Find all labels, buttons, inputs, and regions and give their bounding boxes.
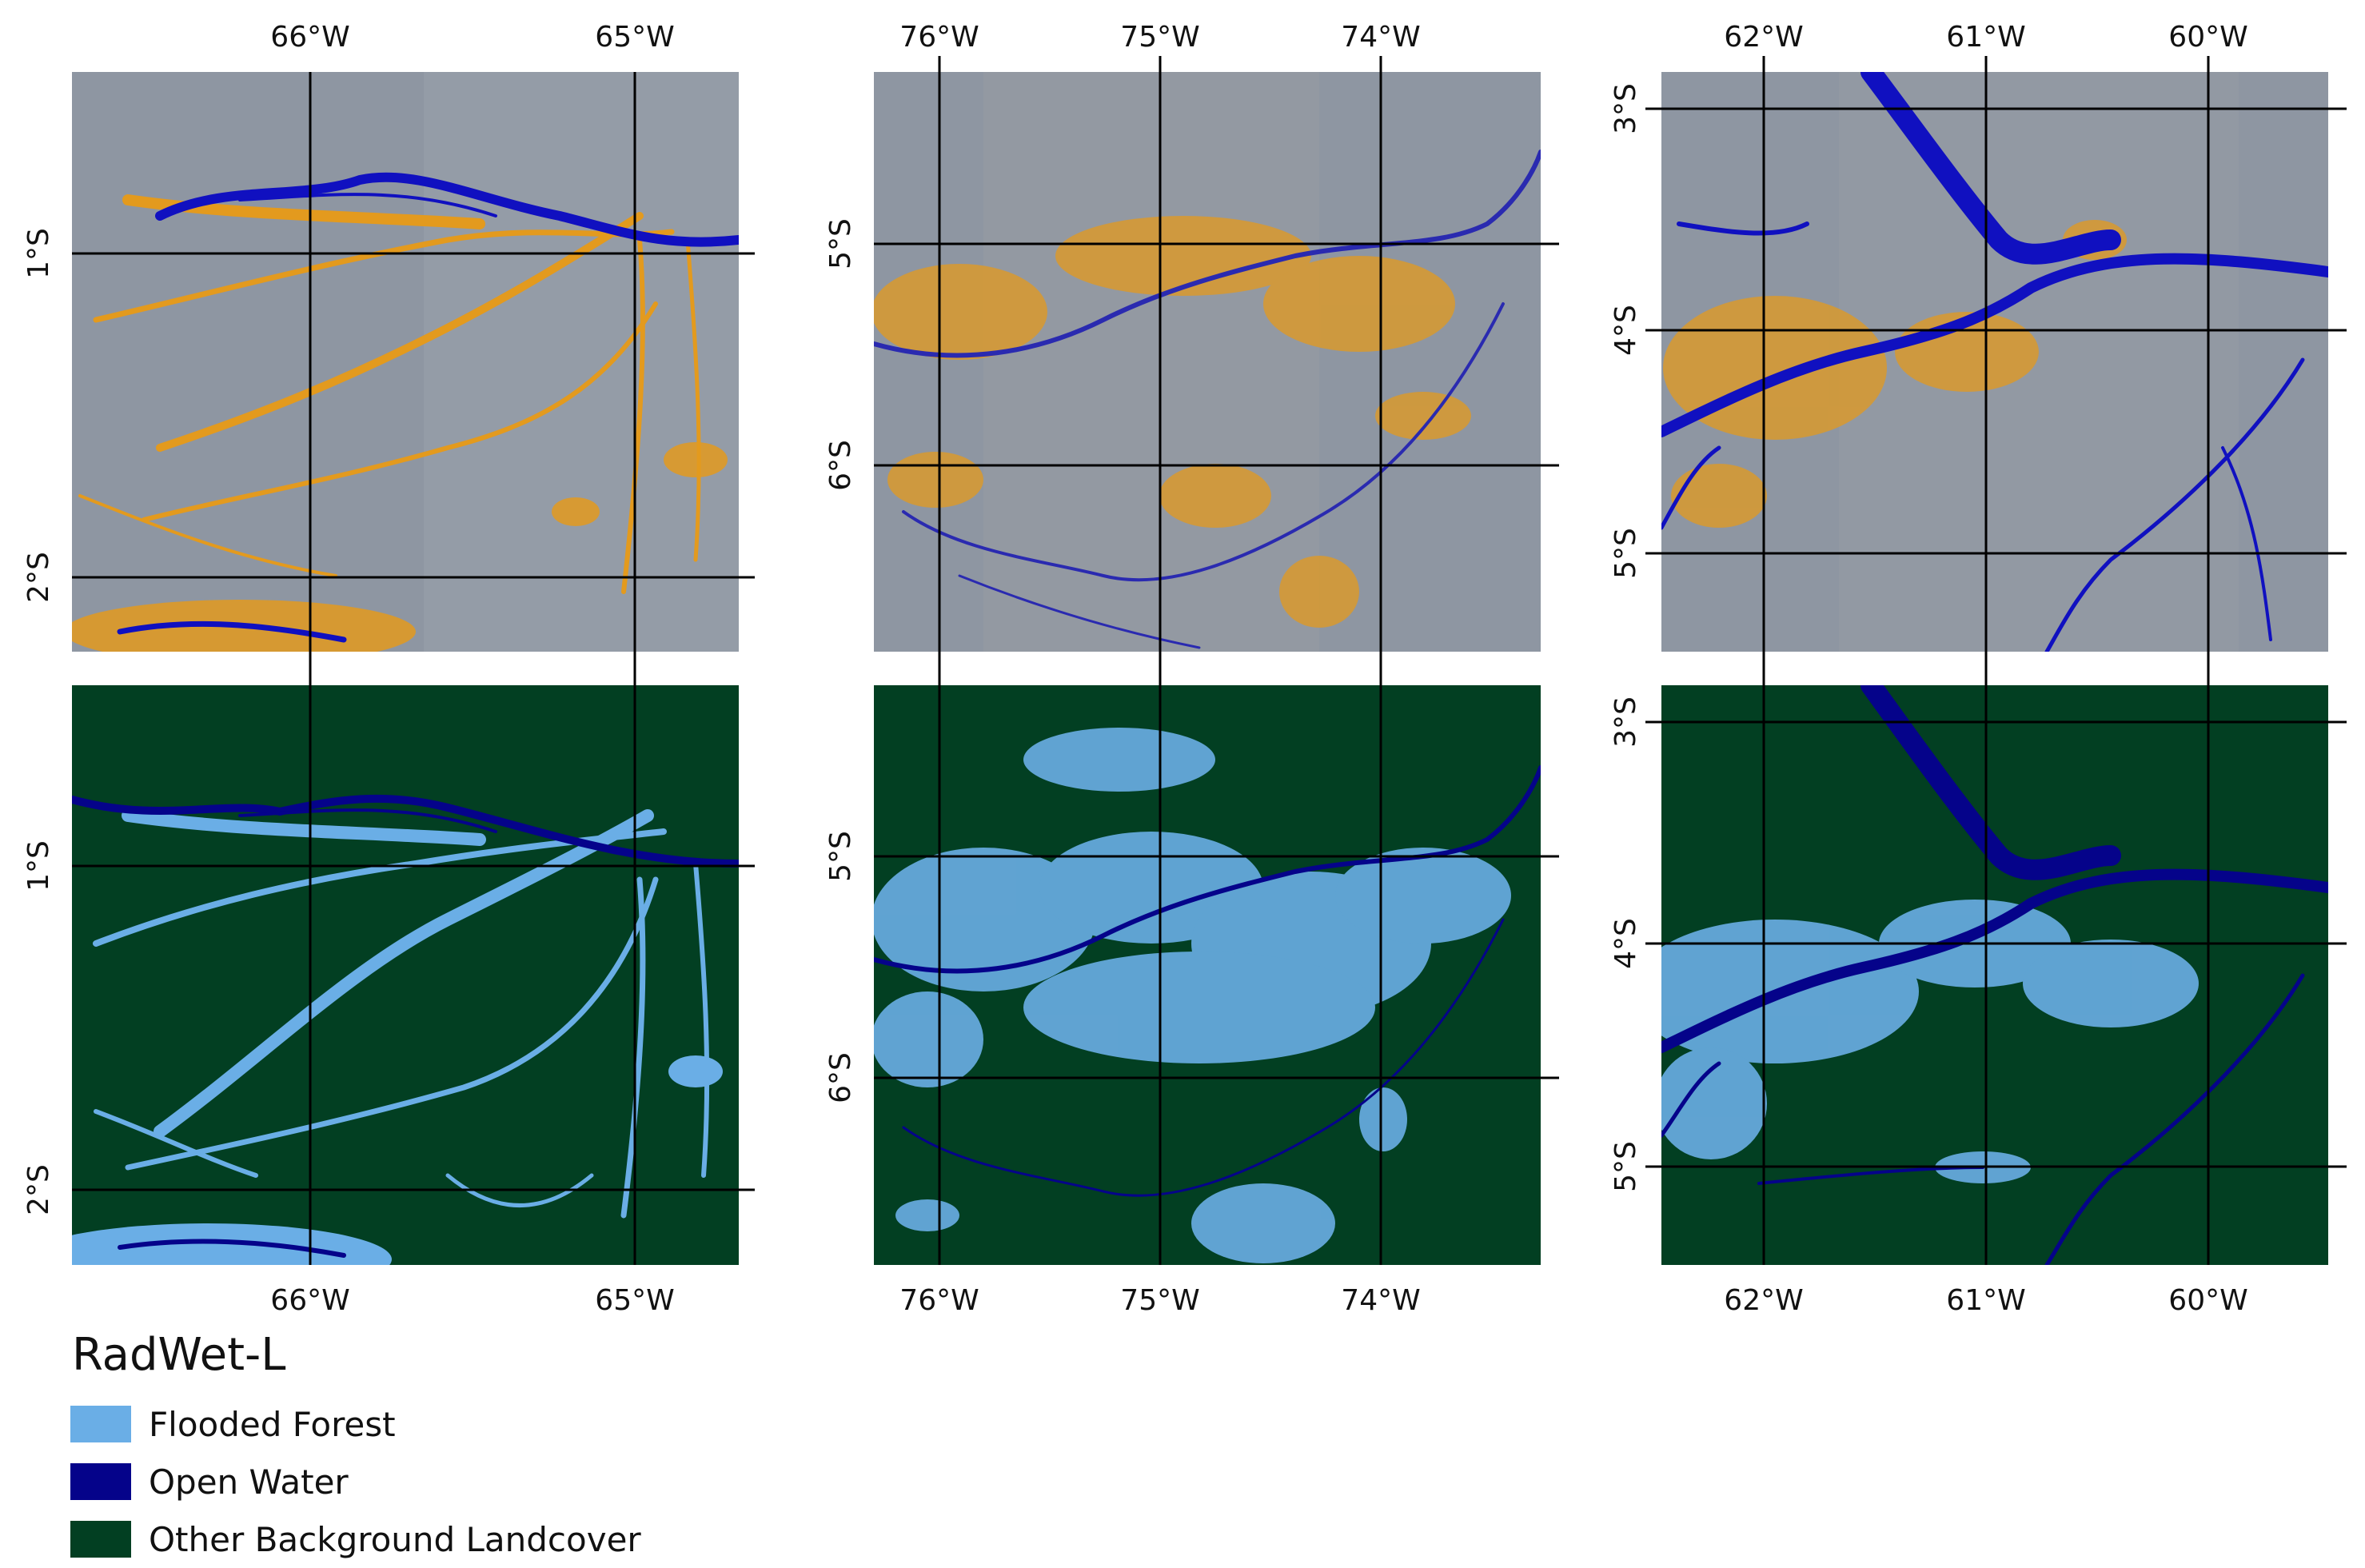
- panel-col1-sar: [72, 72, 739, 652]
- panel-col3-class: [1661, 685, 2328, 1265]
- y-tick-label: 2°S: [22, 1164, 55, 1215]
- y-tick-label: 5°S: [824, 831, 857, 882]
- legend-title: RadWet-L: [72, 1329, 286, 1381]
- legend-swatch: [70, 1406, 131, 1442]
- x-tick-label: 62°W: [1724, 21, 1803, 54]
- x-tick-label: 66°W: [270, 1284, 349, 1317]
- legend: RadWet-L Flooded Forest Open Water Other…: [70, 1329, 641, 1568]
- flooded-forest-class: [93, 809, 710, 1219]
- y-tick-label: 5°S: [1609, 528, 1642, 579]
- flooded-forest-class: [874, 728, 1511, 1263]
- x-tick-label: 62°W: [1724, 1284, 1803, 1317]
- graticule: [72, 56, 2347, 1265]
- x-tick-label: 61°W: [1946, 1284, 2025, 1317]
- y-tick-label: 1°S: [22, 840, 55, 892]
- open-water-class: [874, 765, 1541, 1197]
- y-tick-label: 4°S: [1609, 305, 1642, 356]
- x-tick-label: 74°W: [1341, 1284, 1420, 1317]
- legend-item-open-water: Open Water: [70, 1453, 641, 1510]
- x-tick-label: 61°W: [1946, 21, 2025, 54]
- x-tick-label: 60°W: [2168, 1284, 2247, 1317]
- y-tick-label: 6°S: [824, 1052, 857, 1103]
- open-water-river: [117, 172, 739, 643]
- x-tick-label: 75°W: [1120, 21, 1199, 54]
- legend-label: Open Water: [149, 1462, 349, 1502]
- panel-col2-sar: [874, 72, 1541, 652]
- legend-label: Other Background Landcover: [149, 1519, 641, 1559]
- y-tick-label: 3°S: [1609, 696, 1642, 748]
- x-tick-label: 65°W: [595, 1284, 674, 1317]
- legend-label: Flooded Forest: [149, 1404, 396, 1444]
- x-tick-label: 74°W: [1341, 21, 1420, 54]
- open-water-class: [72, 794, 739, 1258]
- legend-swatch: [70, 1521, 131, 1558]
- y-tick-label: 1°S: [22, 228, 55, 279]
- open-water-river: [874, 150, 1541, 649]
- legend-swatch: [70, 1463, 131, 1500]
- y-tick-label: 5°S: [1609, 1141, 1642, 1192]
- flooded-forest-patches: [874, 216, 1471, 628]
- panel-col1-class: [72, 685, 739, 1265]
- legend-item-flooded-forest: Flooded Forest: [70, 1395, 641, 1453]
- y-tick-label: 5°S: [824, 218, 857, 269]
- y-tick-label: 6°S: [824, 440, 857, 491]
- x-tick-label: 65°W: [595, 21, 674, 54]
- legend-item-other-background: Other Background Landcover: [70, 1510, 641, 1568]
- x-tick-label: 60°W: [2168, 21, 2247, 54]
- x-tick-label: 76°W: [899, 1284, 979, 1317]
- tick-labels: 66°W 65°W 66°W 65°W 1°S 2°S 1°S 2°S 76°W…: [22, 21, 2248, 1317]
- panel-col3-sar: [1661, 72, 2328, 652]
- y-tick-label: 3°S: [1609, 83, 1642, 134]
- panel-col2-class: [874, 685, 1541, 1265]
- y-tick-label: 2°S: [22, 552, 55, 603]
- x-tick-label: 76°W: [899, 21, 979, 54]
- x-tick-label: 66°W: [270, 21, 349, 54]
- flooded-forest-streaks: [78, 194, 701, 594]
- x-tick-label: 75°W: [1120, 1284, 1199, 1317]
- y-tick-label: 4°S: [1609, 918, 1642, 969]
